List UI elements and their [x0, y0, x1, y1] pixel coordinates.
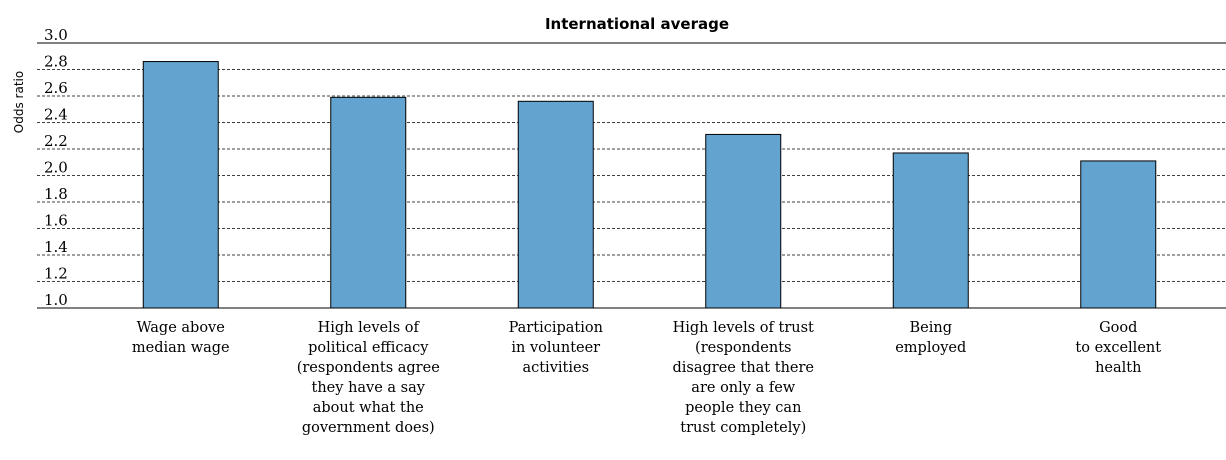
x-tick-label: Participation in volunteer activities: [509, 320, 603, 376]
y-tick-label: 2.6: [44, 79, 68, 97]
x-tick-label: High levels of political efficacy (respond…: [297, 320, 440, 436]
x-tick-label: Wage above median wage: [132, 320, 230, 356]
x-tick-label: Good to excellent health: [1075, 320, 1161, 376]
y-tick-label: 2.4: [44, 106, 68, 124]
y-tick-label: 1.2: [44, 265, 68, 283]
y-tick-label: 2.2: [44, 132, 68, 150]
y-tick-label: 2.8: [44, 53, 68, 71]
y-tick-label: 1.8: [44, 185, 68, 203]
y-tick-label: 1.4: [44, 238, 68, 256]
axes: [37, 42, 1226, 309]
y-tick-label: 1.0: [44, 291, 68, 309]
y-tick-label: 1.6: [44, 212, 68, 230]
y-axis-ticks: 1.0 1.2 1.4 1.6 1.8 2.0 2.2 2.4 2.6 2.8 3.0: [44, 26, 68, 309]
x-tick-label: Being employed: [895, 320, 966, 356]
bar: [142, 61, 219, 309]
bar: [1080, 160, 1157, 309]
chart-title: International average: [545, 15, 729, 33]
y-tick-label: 2.0: [44, 159, 68, 177]
gridlines: [37, 69, 1226, 282]
y-tick-label: 3.0: [44, 26, 68, 44]
bar: [517, 100, 594, 309]
x-tick-label: High levels of trust (respondents disagree…: [673, 320, 815, 436]
y-axis-label: Odds ratio: [12, 71, 26, 133]
x-axis-labels: Wage above median wage High levels of polit…: [132, 320, 1161, 436]
bars: [142, 61, 1157, 309]
bar: [705, 133, 782, 309]
bar: [330, 96, 407, 309]
bar: [892, 152, 969, 309]
